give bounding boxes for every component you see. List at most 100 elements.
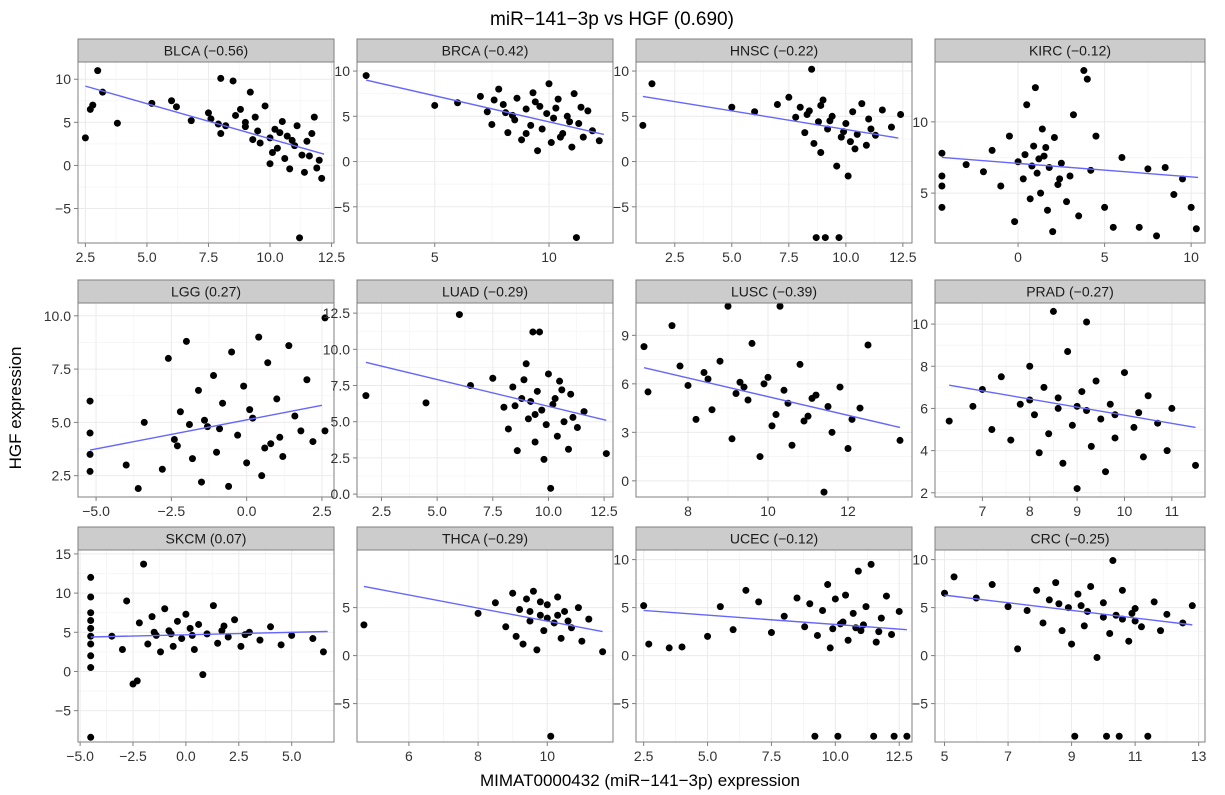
data-point — [277, 641, 285, 649]
data-point — [520, 376, 528, 384]
data-point — [207, 115, 215, 123]
data-point — [938, 182, 946, 190]
data-point — [140, 560, 148, 568]
y-tick-label: 10 — [334, 63, 350, 79]
x-tick-label: 2.5 — [229, 748, 249, 764]
data-point — [1068, 640, 1076, 648]
x-tick-label: 8 — [1026, 503, 1034, 519]
data-point — [569, 413, 577, 421]
facet-strip-label: UCEC (−0.12) — [730, 531, 818, 547]
y-tick-label: 5 — [920, 600, 928, 616]
data-point — [511, 402, 519, 410]
data-point — [828, 428, 836, 436]
data-point — [768, 422, 776, 430]
data-point — [834, 732, 842, 740]
x-tick-label: 0.0 — [176, 748, 196, 764]
data-point — [513, 447, 521, 455]
data-point — [543, 110, 551, 118]
data-point — [811, 732, 819, 740]
data-point — [281, 155, 289, 163]
x-tick-label: 0 — [1014, 249, 1022, 265]
facet-strip-label: LUAD (−0.29) — [442, 284, 528, 300]
y-tick-label: −5 — [55, 703, 71, 719]
y-tick-label: 6 — [621, 376, 629, 392]
data-point — [842, 120, 850, 128]
y-tick-label: −5 — [613, 199, 629, 215]
data-point — [988, 146, 996, 154]
data-point — [122, 461, 130, 469]
data-point — [297, 427, 305, 435]
data-point — [209, 602, 217, 610]
data-point — [716, 357, 724, 365]
data-point — [218, 627, 226, 635]
y-tick-label: 0 — [63, 157, 71, 173]
data-point — [997, 373, 1005, 381]
data-point — [1099, 599, 1107, 607]
data-point — [522, 360, 530, 368]
data-point — [87, 652, 95, 660]
regression-line — [365, 361, 607, 421]
data-point — [1135, 409, 1143, 417]
data-point — [801, 129, 809, 137]
data-point — [509, 383, 517, 391]
data-point — [853, 130, 861, 138]
data-point — [903, 732, 911, 740]
panel-background — [636, 62, 912, 243]
data-point — [573, 424, 581, 432]
data-point — [533, 646, 541, 654]
data-point — [87, 733, 95, 741]
y-tick-label: 3 — [621, 424, 629, 440]
data-point — [851, 145, 859, 153]
regression-line — [643, 366, 901, 429]
x-tick-label: −5.0 — [66, 748, 94, 764]
data-point — [246, 88, 254, 96]
x-tick-label: 10.0 — [822, 748, 849, 764]
data-point — [86, 467, 94, 475]
data-point — [988, 581, 996, 589]
x-tick-label: 10.0 — [256, 249, 283, 265]
data-point — [234, 431, 242, 439]
data-point — [557, 634, 565, 642]
data-point — [182, 337, 190, 345]
data-point — [362, 392, 370, 400]
data-point — [213, 448, 221, 456]
data-point — [256, 636, 264, 644]
panel-border — [934, 549, 1206, 743]
data-point — [580, 408, 588, 416]
facet-panel: HNSC (−0.22) 2.5 5.0 7.5 10.0 12.5 −5 0 5 10 — [613, 38, 917, 265]
data-point — [1016, 400, 1024, 408]
y-tick-label: 2 — [920, 485, 928, 501]
data-point — [1044, 206, 1051, 214]
data-point — [1019, 175, 1027, 183]
data-point — [785, 93, 793, 101]
x-tick-label: 13 — [1191, 748, 1207, 764]
data-point — [1004, 603, 1012, 611]
x-tick-label: 9 — [1068, 748, 1076, 764]
data-point — [278, 117, 286, 125]
x-tick-label: 5.0 — [698, 748, 718, 764]
data-point — [567, 390, 575, 398]
data-point — [188, 455, 196, 463]
data-point — [495, 85, 503, 93]
data-point — [267, 440, 275, 448]
data-point — [736, 378, 744, 386]
data-point — [1040, 383, 1048, 391]
panel-border — [356, 61, 614, 244]
data-point — [476, 92, 484, 100]
y-tick-label: 9 — [621, 327, 629, 343]
data-point — [1161, 163, 1169, 171]
data-point — [801, 623, 809, 631]
data-point — [1078, 388, 1086, 396]
data-point — [716, 603, 724, 611]
data-point — [1042, 144, 1050, 152]
data-point — [950, 573, 958, 581]
data-point — [1179, 619, 1187, 627]
data-point — [89, 101, 97, 109]
data-point — [819, 606, 827, 614]
data-point — [776, 302, 784, 310]
x-tick-label: 7.5 — [199, 249, 219, 265]
data-point — [872, 638, 880, 646]
data-point — [849, 609, 857, 617]
data-point — [266, 160, 274, 168]
